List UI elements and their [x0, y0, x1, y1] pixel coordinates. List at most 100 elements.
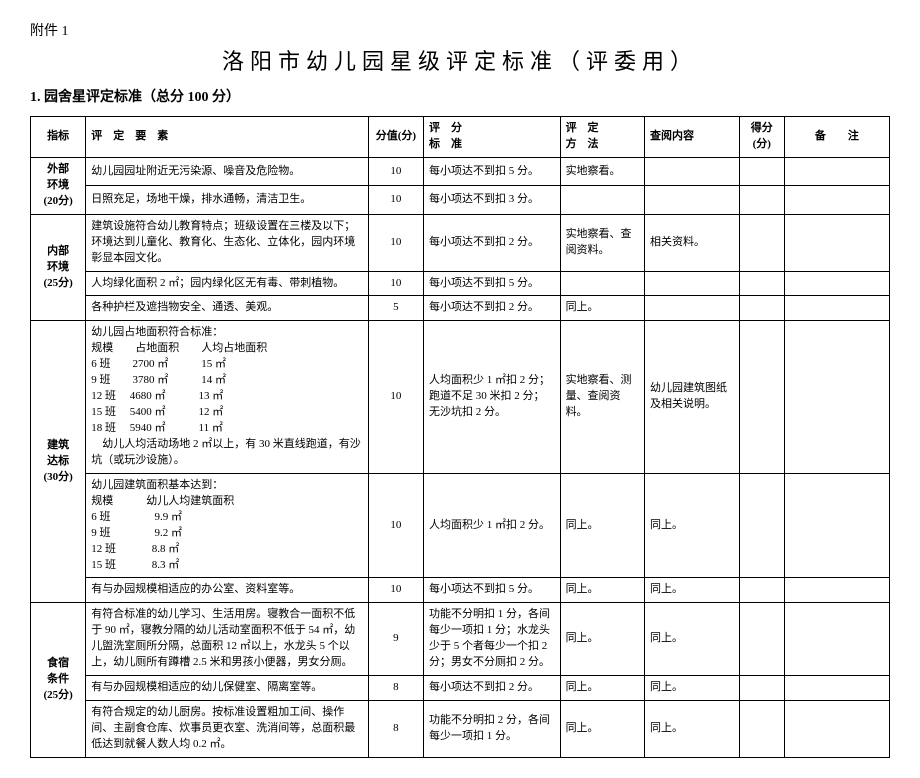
standard-cell: 每小项达不到扣 3 分。: [424, 186, 561, 214]
standard-cell: 每小项达不到扣 2 分。: [424, 214, 561, 271]
note-cell: [784, 473, 889, 578]
review-cell: [645, 296, 740, 321]
got-cell: [739, 271, 784, 296]
table-row: 有与办园规模相适应的幼儿保健室、隔离室等。8每小项达不到扣 2 分。同上。同上。: [31, 676, 890, 701]
indicator-cell: 外部 环境 (20分): [31, 157, 86, 214]
got-cell: [739, 186, 784, 214]
attachment-label: 附件 1: [30, 20, 890, 40]
method-cell: 同上。: [560, 578, 644, 603]
score-cell: 10: [368, 321, 423, 473]
note-cell: [784, 603, 889, 676]
standard-cell: 每小项达不到扣 2 分。: [424, 676, 561, 701]
note-cell: [784, 271, 889, 296]
header-element: 评 定 要 素: [86, 117, 369, 158]
method-cell: 实地察看。: [560, 157, 644, 185]
element-cell: 各种护栏及遮挡物安全、通透、美观。: [86, 296, 369, 321]
score-cell: 5: [368, 296, 423, 321]
element-cell: 幼儿园建筑面积基本达到： 规模 幼儿人均建筑面积 6 班 9.9 ㎡ 9 班 9…: [86, 473, 369, 578]
element-cell: 有与办园规模相适应的幼儿保健室、隔离室等。: [86, 676, 369, 701]
indicator-cell: 内部 环境 (25分): [31, 214, 86, 321]
section-subtitle: 1. 园舍星评定标准（总分 100 分）: [30, 86, 890, 106]
table-row: 幼儿园建筑面积基本达到： 规模 幼儿人均建筑面积 6 班 9.9 ㎡ 9 班 9…: [31, 473, 890, 578]
element-cell: 幼儿园占地面积符合标准： 规模 占地面积 人均占地面积 6 班 2700 ㎡ 1…: [86, 321, 369, 473]
method-cell: 同上。: [560, 296, 644, 321]
table-row: 有与办园规模相适应的办公室、资料室等。10每小项达不到扣 5 分。同上。同上。: [31, 578, 890, 603]
review-cell: 同上。: [645, 676, 740, 701]
score-cell: 10: [368, 157, 423, 185]
method-cell: [560, 271, 644, 296]
header-standard: 评 分 标 准: [424, 117, 561, 158]
method-cell: [560, 186, 644, 214]
method-cell: 同上。: [560, 603, 644, 676]
header-score: 分值(分): [368, 117, 423, 158]
review-cell: 同上。: [645, 701, 740, 758]
standard-cell: 功能不分明扣 1 分，各间每少一项扣 1 分；水龙头少于 5 个者每少一个扣 2…: [424, 603, 561, 676]
table-row: 建筑 达标 (30分)幼儿园占地面积符合标准： 规模 占地面积 人均占地面积 6…: [31, 321, 890, 473]
table-row: 各种护栏及遮挡物安全、通透、美观。5每小项达不到扣 2 分。同上。: [31, 296, 890, 321]
review-cell: 幼儿园建筑图纸及相关说明。: [645, 321, 740, 473]
note-cell: [784, 214, 889, 271]
rating-table: 指标 评 定 要 素 分值(分) 评 分 标 准 评 定 方 法 查阅内容 得分…: [30, 116, 890, 758]
score-cell: 10: [368, 214, 423, 271]
indicator-cell: 建筑 达标 (30分): [31, 321, 86, 603]
review-cell: [645, 186, 740, 214]
review-cell: [645, 271, 740, 296]
score-cell: 10: [368, 473, 423, 578]
got-cell: [739, 157, 784, 185]
header-review: 查阅内容: [645, 117, 740, 158]
header-got: 得分 (分): [739, 117, 784, 158]
standard-cell: 功能不分明扣 2 分，各间每少一项扣 1 分。: [424, 701, 561, 758]
table-row: 人均绿化面积 2 ㎡；园内绿化区无有毒、带刺植物。10每小项达不到扣 5 分。: [31, 271, 890, 296]
got-cell: [739, 214, 784, 271]
page-title: 洛阳市幼儿园星级评定标准（评委用）: [30, 44, 890, 76]
element-cell: 建筑设施符合幼儿教育特点；班级设置在三楼及以下；环境达到儿童化、教育化、生态化、…: [86, 214, 369, 271]
standard-cell: 每小项达不到扣 5 分。: [424, 271, 561, 296]
header-note: 备 注: [784, 117, 889, 158]
standard-cell: 每小项达不到扣 5 分。: [424, 578, 561, 603]
got-cell: [739, 676, 784, 701]
note-cell: [784, 296, 889, 321]
element-cell: 有符合规定的幼儿厨房。按标准设置粗加工间、操作间、主副食仓库、炊事员更衣室、洗消…: [86, 701, 369, 758]
score-cell: 8: [368, 701, 423, 758]
indicator-cell: 食宿 条件 (25分): [31, 603, 86, 758]
element-cell: 有符合标准的幼儿学习、生活用房。寝教合一面积不低于 90 ㎡，寝教分隔的幼儿活动…: [86, 603, 369, 676]
method-cell: 同上。: [560, 701, 644, 758]
score-cell: 9: [368, 603, 423, 676]
standard-cell: 人均面积少 1 ㎡扣 2 分；跑道不足 30 米扣 2 分；无沙坑扣 2 分。: [424, 321, 561, 473]
note-cell: [784, 157, 889, 185]
element-cell: 幼儿园园址附近无污染源、噪音及危险物。: [86, 157, 369, 185]
method-cell: 同上。: [560, 473, 644, 578]
standard-cell: 每小项达不到扣 5 分。: [424, 157, 561, 185]
table-row: 日照充足，场地干燥，排水通畅，清洁卫生。10每小项达不到扣 3 分。: [31, 186, 890, 214]
standard-cell: 人均面积少 1 ㎡扣 2 分。: [424, 473, 561, 578]
standard-cell: 每小项达不到扣 2 分。: [424, 296, 561, 321]
note-cell: [784, 701, 889, 758]
got-cell: [739, 603, 784, 676]
review-cell: 同上。: [645, 603, 740, 676]
note-cell: [784, 321, 889, 473]
score-cell: 10: [368, 186, 423, 214]
element-cell: 人均绿化面积 2 ㎡；园内绿化区无有毒、带刺植物。: [86, 271, 369, 296]
review-cell: 同上。: [645, 473, 740, 578]
note-cell: [784, 186, 889, 214]
method-cell: 实地察看、测量、查阅资料。: [560, 321, 644, 473]
header-method: 评 定 方 法: [560, 117, 644, 158]
got-cell: [739, 578, 784, 603]
table-row: 有符合规定的幼儿厨房。按标准设置粗加工间、操作间、主副食仓库、炊事员更衣室、洗消…: [31, 701, 890, 758]
note-cell: [784, 676, 889, 701]
header-indicator: 指标: [31, 117, 86, 158]
score-cell: 10: [368, 271, 423, 296]
review-cell: 相关资料。: [645, 214, 740, 271]
table-row: 食宿 条件 (25分)有符合标准的幼儿学习、生活用房。寝教合一面积不低于 90 …: [31, 603, 890, 676]
got-cell: [739, 701, 784, 758]
table-row: 内部 环境 (25分)建筑设施符合幼儿教育特点；班级设置在三楼及以下；环境达到儿…: [31, 214, 890, 271]
got-cell: [739, 296, 784, 321]
method-cell: 同上。: [560, 676, 644, 701]
review-cell: [645, 157, 740, 185]
review-cell: 同上。: [645, 578, 740, 603]
score-cell: 8: [368, 676, 423, 701]
got-cell: [739, 473, 784, 578]
got-cell: [739, 321, 784, 473]
table-header-row: 指标 评 定 要 素 分值(分) 评 分 标 准 评 定 方 法 查阅内容 得分…: [31, 117, 890, 158]
table-row: 外部 环境 (20分)幼儿园园址附近无污染源、噪音及危险物。10每小项达不到扣 …: [31, 157, 890, 185]
